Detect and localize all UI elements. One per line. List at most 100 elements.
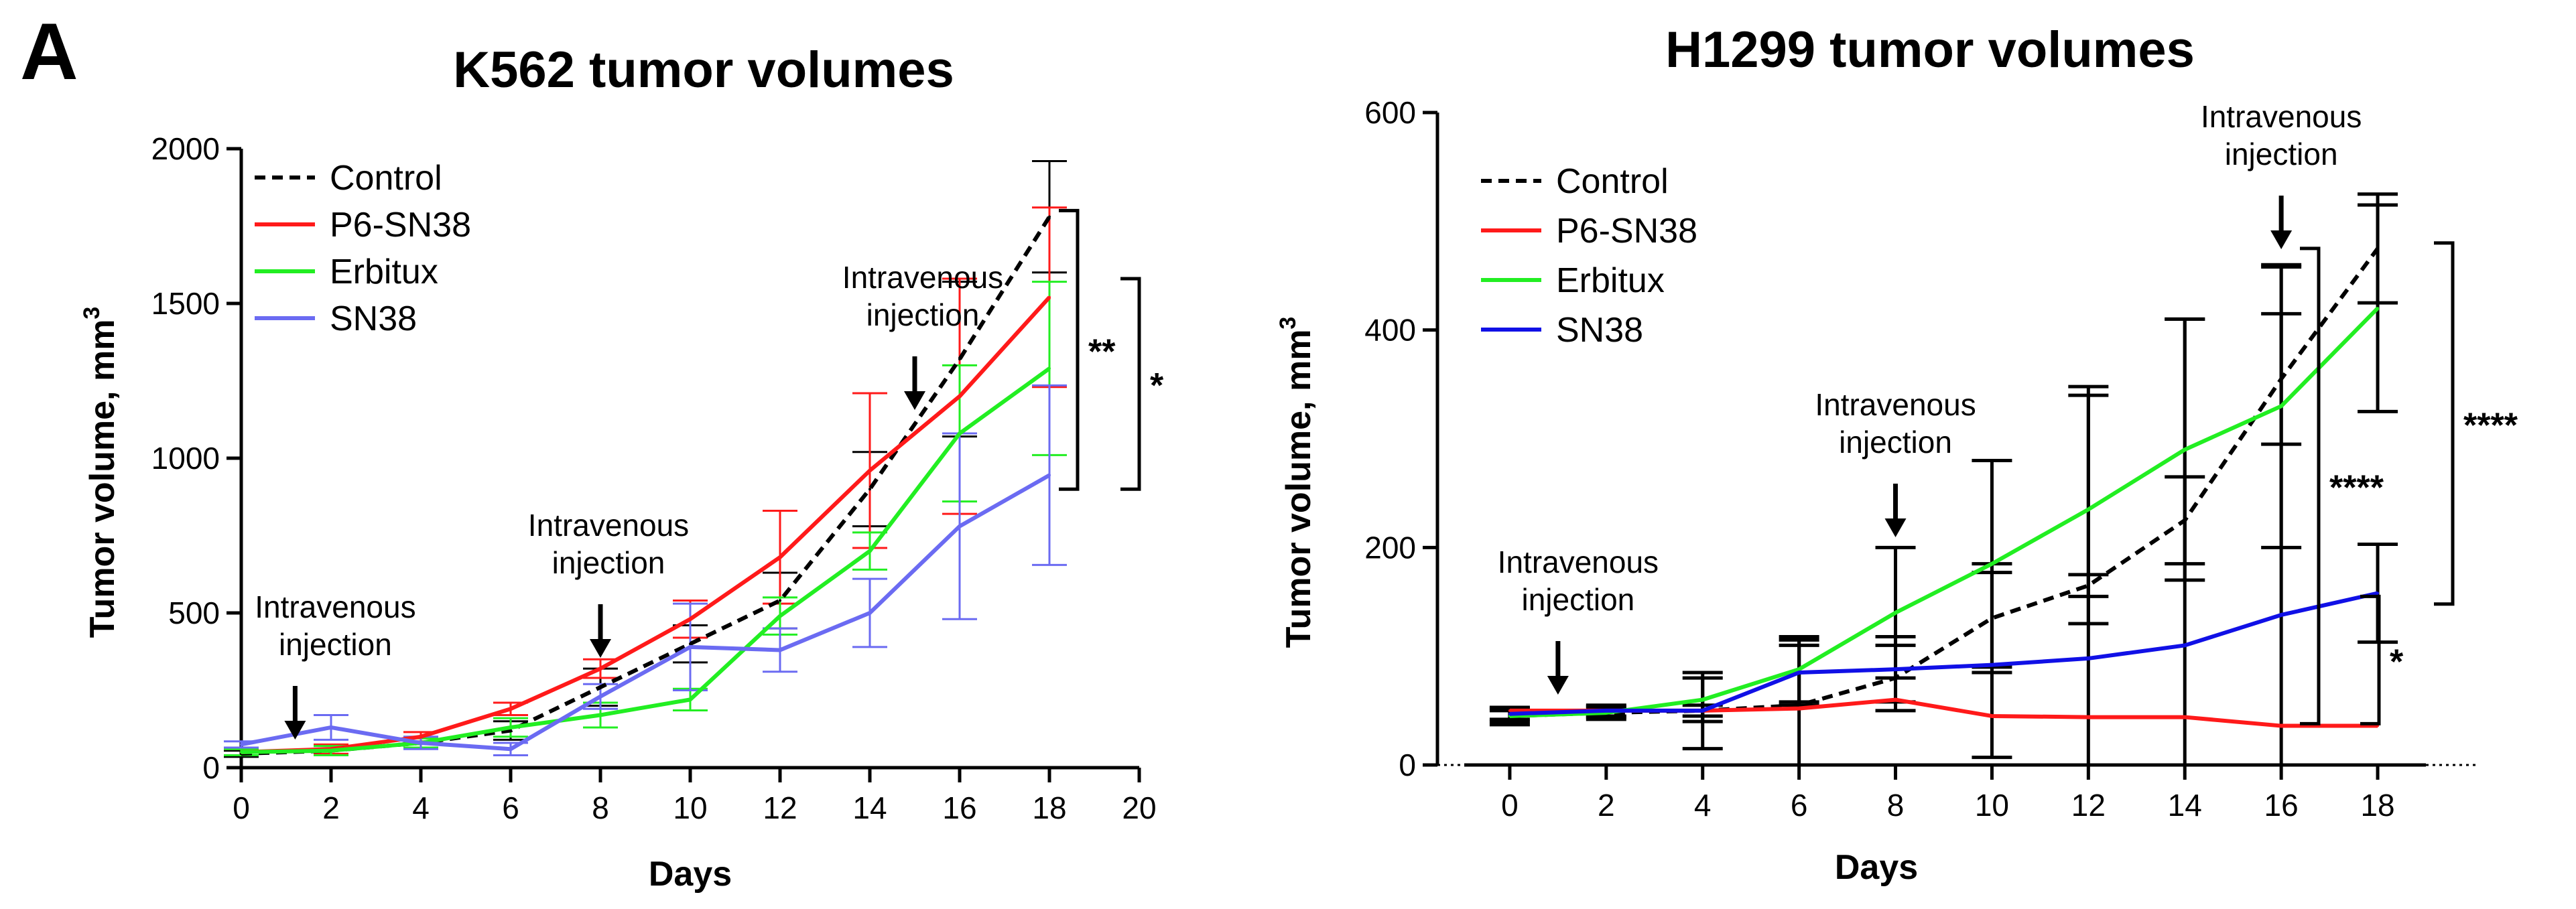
h1299-annotation-arrow-head [1884, 518, 1907, 537]
h1299-data-point [1701, 709, 1704, 712]
k562-data-point [689, 645, 692, 648]
k562-data-point [240, 743, 243, 746]
k562-data-point [599, 685, 602, 689]
k562-y-tick-label: 500 [168, 596, 220, 630]
k562-data-point [958, 358, 961, 361]
h1299-legend-label: P6-SN38 [1556, 212, 1697, 251]
h1299-significance-bracket [2360, 594, 2381, 725]
k562-data-point [509, 707, 512, 711]
h1299-data-point [2376, 591, 2380, 595]
h1299-annotation-arrow-head [2270, 230, 2293, 249]
h1299-data-point [2280, 377, 2283, 380]
k562-x-axis-label: Days [649, 855, 732, 894]
h1299-data-point [1797, 707, 1801, 710]
h1299-data-point [2183, 644, 2187, 647]
h1299-data-point [1701, 698, 1704, 701]
k562-data-point [779, 648, 781, 652]
k562-data-point [1048, 215, 1051, 218]
h1299-data-point [2087, 508, 2090, 511]
h1299-x-tick-label: 4 [1694, 788, 1712, 823]
h1299-x-axis-label: Days [1835, 848, 1918, 887]
h1299-significance-bracket [2434, 241, 2455, 606]
panel-label: A [20, 7, 78, 96]
h1299-significance-label: **** [2329, 469, 2384, 508]
h1299-x-tick-label: 14 [2168, 788, 2202, 823]
k562-series-sn38 [241, 473, 1051, 752]
k562-data-point [868, 549, 871, 553]
k562-legend-label: P6-SN38 [330, 206, 471, 244]
h1299-y-axis-label-sup: 3 [1275, 317, 1301, 330]
h1299-data-point [1797, 671, 1801, 675]
h1299-x-tick-label: 18 [2360, 788, 2394, 823]
k562-x-tick-label: 6 [502, 790, 519, 825]
h1299-data-point [2087, 656, 2090, 660]
k562-data-point [1048, 295, 1051, 299]
k562-annotation-text: injection [279, 627, 392, 662]
k562-legend-label: Control [330, 159, 442, 198]
h1299-y-axis-label-main: Tumor volume, mm [1279, 330, 1318, 648]
k562-data-point [240, 750, 243, 754]
h1299-data-point [2087, 584, 2090, 587]
k562-data-point [779, 614, 781, 618]
k562-data-point [599, 713, 602, 717]
h1299-legend-label: Erbitux [1556, 261, 1665, 300]
k562-title: K562 tumor volumes [453, 42, 954, 98]
h1299-data-point [1990, 663, 1994, 667]
h1299-data-point [1508, 709, 1511, 712]
k562-series-control [241, 216, 1051, 756]
h1299-data-point [2376, 247, 2380, 250]
h1299-x-tick-label: 6 [1791, 788, 1808, 823]
h1299-y-tick-label: 0 [1399, 748, 1416, 782]
h1299-y-tick-label: 200 [1364, 530, 1416, 565]
h1299-x-tick-label: 0 [1501, 788, 1519, 823]
k562-series-p6-sn38 [241, 295, 1051, 754]
k562-x-tick-label: 8 [592, 790, 609, 825]
k562-x-tick-label: 12 [763, 790, 797, 825]
h1299-y-tick-label: 400 [1364, 313, 1416, 348]
k562-chart: K562 tumor volumes Days Tumor volume, mm… [79, 42, 1164, 894]
k562-data-point [868, 469, 871, 472]
k562-legend-label: Erbitux [330, 253, 438, 291]
h1299-annotation-text: Intravenous [1815, 387, 1976, 422]
h1299-annotation-text: Intravenous [2201, 99, 2362, 134]
k562-y-axis-label-sup: 3 [79, 307, 105, 320]
k562-annotation-arrow-head [590, 639, 611, 658]
k562-data-point [779, 599, 781, 602]
h1299-data-point [1894, 698, 1897, 701]
h1299-significance-label: **** [2463, 406, 2518, 445]
h1299-annotation-text: injection [2225, 137, 2338, 171]
k562-data-point [689, 642, 692, 646]
h1299-series-sn38 [1509, 591, 2378, 716]
h1299-data-point [1894, 677, 1897, 680]
h1299-y-axis-label: Tumor volume, mm3 [1275, 317, 1318, 648]
k562-data-point [509, 725, 512, 729]
k562-data-point [599, 667, 602, 671]
k562-data-point [958, 432, 961, 435]
h1299-data-point [2280, 724, 2283, 727]
k562-x-tick-label: 14 [852, 790, 887, 825]
k562-significance-label: ** [1088, 332, 1116, 371]
k562-data-point [1048, 474, 1051, 477]
k562-data-point [689, 698, 692, 701]
h1299-x-tick-label: 10 [1975, 788, 2009, 823]
k562-annotation-arrow-head [904, 391, 925, 410]
h1299-chart: H1299 tumor volumes Days Tumor volume, m… [1275, 21, 2518, 887]
k562-data-point [868, 612, 871, 614]
k562-annotation-text: injection [866, 297, 980, 332]
h1299-annotation-arrow-head [1547, 676, 1569, 695]
k562-data-point [509, 748, 512, 751]
h1299-x-tick-label: 8 [1887, 788, 1905, 823]
k562-data-point [420, 742, 422, 745]
k562-significance-bracket [1120, 277, 1141, 491]
k562-significance-bracket [1059, 208, 1080, 491]
k562-x-tick-label: 20 [1122, 790, 1156, 825]
k562-y-axis-label: Tumor volume, mm3 [79, 307, 122, 638]
h1299-data-point [2280, 405, 2283, 408]
k562-x-tick-label: 2 [322, 790, 340, 825]
k562-data-point [420, 735, 422, 738]
h1299-x-tick-label: 16 [2264, 788, 2299, 823]
k562-y-axis-label-main: Tumor volume, mm [83, 320, 122, 638]
h1299-data-point [1797, 703, 1801, 707]
k562-series-erbitux [241, 366, 1051, 754]
